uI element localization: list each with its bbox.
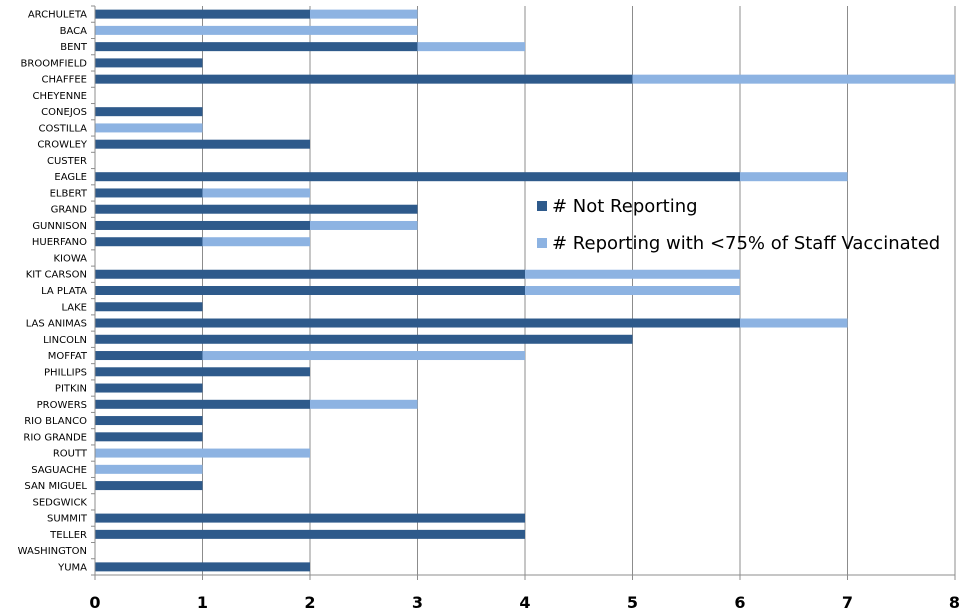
x-tick-label: 6 bbox=[734, 593, 745, 612]
legend-label: # Reporting with <75% of Staff Vaccinate… bbox=[552, 233, 940, 254]
category-label: RIO BLANCO bbox=[24, 416, 87, 427]
category-label: LAS ANIMAS bbox=[26, 319, 87, 330]
category-label: COSTILLA bbox=[39, 123, 88, 134]
bar-reporting-low-vaccination bbox=[95, 448, 310, 458]
category-label: PROWERS bbox=[37, 400, 87, 411]
bar-not-reporting bbox=[95, 74, 633, 84]
category-labels: ARCHULETA BACA BENT BROOMFIELD CHAFFEE CHEYEN… bbox=[18, 10, 88, 574]
bar-reporting-low-vaccination bbox=[525, 286, 740, 295]
category-label: CHEYENNE bbox=[32, 91, 87, 102]
bar-not-reporting bbox=[95, 399, 310, 409]
bar-not-reporting bbox=[95, 269, 525, 279]
bar-not-reporting bbox=[95, 139, 310, 149]
bar-not-reporting bbox=[95, 481, 203, 491]
category-label: BROOMFIELD bbox=[21, 58, 88, 69]
bar-reporting-low-vaccination bbox=[740, 318, 848, 328]
category-label: KIT CARSON bbox=[26, 270, 87, 281]
category-label: SAN MIGUEL bbox=[24, 481, 87, 492]
x-tick-label: 7 bbox=[842, 593, 853, 612]
category-label: LA PLATA bbox=[41, 286, 87, 297]
category-label: SUMMIT bbox=[47, 514, 88, 525]
bar-reporting-low-vaccination bbox=[740, 172, 848, 182]
axes bbox=[91, 5, 956, 580]
category-label: PITKIN bbox=[55, 384, 87, 395]
bars bbox=[95, 9, 955, 572]
category-label: EAGLE bbox=[54, 172, 87, 183]
bar-not-reporting bbox=[95, 334, 633, 344]
category-label: BENT bbox=[60, 42, 88, 53]
bar-not-reporting bbox=[95, 367, 310, 377]
bar-reporting-low-vaccination bbox=[95, 464, 203, 474]
x-tick-label: 4 bbox=[519, 593, 530, 612]
x-tick-label: 5 bbox=[627, 593, 638, 612]
category-label: RIO GRANDE bbox=[23, 432, 87, 443]
bar-reporting-low-vaccination bbox=[417, 42, 525, 52]
legend: # Not Reporting # Reporting with <75% of … bbox=[537, 196, 940, 254]
bar-not-reporting bbox=[95, 286, 525, 295]
bar-reporting-low-vaccination bbox=[310, 399, 418, 409]
bar-not-reporting bbox=[95, 432, 203, 442]
category-label: CONEJOS bbox=[41, 107, 87, 118]
bar-not-reporting bbox=[95, 562, 310, 572]
x-tick-label: 3 bbox=[412, 593, 423, 612]
category-label: TELLER bbox=[49, 530, 87, 541]
category-label: ROUTT bbox=[53, 449, 88, 460]
bar-reporting-low-vaccination bbox=[310, 9, 418, 19]
category-label: CHAFFEE bbox=[42, 75, 87, 86]
bar-not-reporting bbox=[95, 513, 525, 523]
bar-not-reporting bbox=[95, 9, 310, 19]
x-tick-label: 0 bbox=[89, 593, 100, 612]
x-tick-label: 8 bbox=[949, 593, 960, 612]
bar-reporting-low-vaccination bbox=[202, 351, 525, 361]
bar-not-reporting bbox=[95, 302, 203, 312]
legend-label: # Not Reporting bbox=[552, 196, 698, 217]
category-label: GUNNISON bbox=[32, 221, 87, 232]
bar-not-reporting bbox=[95, 383, 203, 393]
bar-not-reporting bbox=[95, 237, 203, 247]
bar-not-reporting bbox=[95, 58, 203, 68]
legend-swatch bbox=[537, 201, 547, 211]
category-label: SEDGWICK bbox=[33, 497, 88, 508]
bar-not-reporting bbox=[95, 172, 740, 182]
category-label: SAGUACHE bbox=[31, 465, 87, 476]
category-label: LAKE bbox=[61, 302, 87, 313]
category-label: ELBERT bbox=[50, 188, 88, 199]
bar-reporting-low-vaccination bbox=[202, 237, 310, 247]
x-tick-label: 2 bbox=[304, 593, 315, 612]
category-label: YUMA bbox=[57, 562, 87, 573]
bar-reporting-low-vaccination bbox=[525, 269, 740, 279]
category-label: PHILLIPS bbox=[44, 367, 87, 378]
category-label: ARCHULETA bbox=[28, 10, 87, 21]
x-tick-label: 1 bbox=[197, 593, 208, 612]
bar-reporting-low-vaccination bbox=[632, 74, 955, 84]
x-tick-labels: 0 1 2 3 4 5 6 7 8 bbox=[89, 593, 960, 612]
category-label: MOFFAT bbox=[48, 351, 88, 362]
bar-not-reporting bbox=[95, 42, 418, 52]
bar-not-reporting bbox=[95, 220, 310, 230]
bar-reporting-low-vaccination bbox=[95, 123, 203, 133]
category-label: KIOWA bbox=[53, 253, 87, 264]
bar-not-reporting bbox=[95, 351, 203, 361]
bar-not-reporting bbox=[95, 416, 203, 426]
category-label: WASHINGTON bbox=[18, 546, 87, 557]
category-label: LINCOLN bbox=[43, 335, 87, 346]
bar-reporting-low-vaccination bbox=[95, 25, 418, 35]
category-label: CUSTER bbox=[47, 156, 87, 167]
legend-swatch bbox=[537, 238, 547, 248]
category-label: GRAND bbox=[51, 205, 88, 216]
bar-not-reporting bbox=[95, 188, 203, 198]
category-label: BACA bbox=[60, 26, 88, 37]
bar-reporting-low-vaccination bbox=[202, 188, 310, 198]
bar-not-reporting bbox=[95, 529, 525, 539]
category-label: HUERFANO bbox=[32, 237, 87, 248]
bar-reporting-low-vaccination bbox=[310, 220, 418, 230]
bar-not-reporting bbox=[95, 204, 418, 214]
bar-not-reporting bbox=[95, 107, 203, 117]
category-label: CROWLEY bbox=[37, 140, 88, 151]
bar-not-reporting bbox=[95, 318, 740, 328]
